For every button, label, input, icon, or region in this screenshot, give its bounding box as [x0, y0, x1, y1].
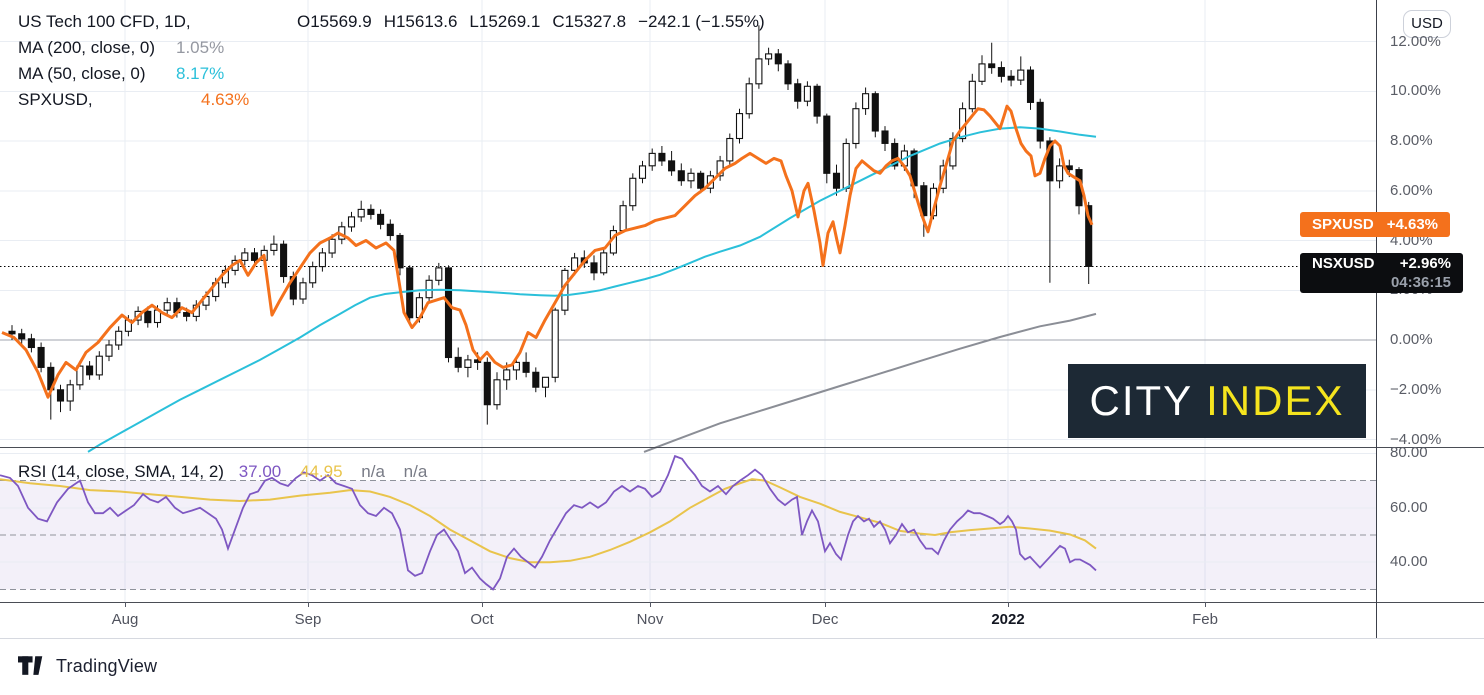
city-index-logo-city: CITY — [1089, 377, 1207, 424]
time-tick — [825, 602, 826, 607]
ma50-label: MA (50, close, 0) — [18, 64, 146, 83]
time-tick — [650, 602, 651, 607]
time-tick — [1205, 602, 1206, 607]
vertical-gridlines — [124, 0, 1206, 602]
price-tick-label: 6.00% — [1390, 181, 1433, 199]
rsi-ma-value: 44.95 — [299, 462, 343, 481]
legend-ma200[interactable]: MA (200, close, 0) — [18, 38, 155, 58]
pane-separator[interactable] — [0, 447, 1484, 448]
price-gridlines — [0, 41, 1376, 440]
rsi-tick-label: 80.00 — [1390, 444, 1428, 462]
ma200-label: MA (200, close, 0) — [18, 38, 156, 57]
spxusd-line — [1, 104, 1094, 399]
rsi-gridlines — [0, 452, 1376, 590]
time-label-sep: Sep — [294, 611, 322, 628]
time-tick — [482, 602, 483, 607]
time-label-2022: 2022 — [991, 611, 1025, 628]
rsi-legend[interactable]: RSI (14, close, SMA, 14, 2) 37.00 44.95 … — [18, 462, 427, 482]
price-tick-label: 8.00% — [1390, 132, 1433, 149]
price-axis-border — [1376, 0, 1377, 638]
spx-badge-value: +4.63% — [1386, 216, 1438, 234]
time-label-nov: Nov — [636, 611, 664, 628]
spxusd-price-badge[interactable]: SPXUSD +4.63% — [1300, 212, 1450, 238]
rsi-tick-label: 60.00 — [1390, 498, 1428, 516]
spxusd-value: 4.63% — [201, 90, 250, 109]
rsi-na2: n/a — [403, 462, 428, 481]
ma200-line — [643, 312, 1097, 453]
time-label-oct: Oct — [470, 611, 494, 628]
legend-ma50[interactable]: MA (50, close, 0) — [18, 64, 146, 84]
currency-toggle-button[interactable]: USD — [1403, 10, 1451, 38]
rsi-line — [0, 454, 1097, 591]
time-label-aug: Aug — [111, 611, 139, 628]
rsi-ma-line — [0, 478, 1097, 564]
tradingview-icon — [18, 656, 43, 675]
price-tick-label: 10.00% — [1390, 82, 1441, 100]
ohlc-high: H15613.6 — [383, 12, 458, 31]
ma200-value: 1.05% — [176, 38, 225, 57]
rsi-label: RSI (14, close, SMA, 14, 2) — [18, 462, 224, 481]
time-label-feb: Feb — [1192, 611, 1218, 628]
nsxusd-price-badge[interactable]: NSXUSD +2.96% 04:36:15 — [1300, 253, 1463, 294]
legend-spxusd[interactable]: SPXUSD, — [18, 90, 93, 110]
spxusd-label: SPXUSD, — [18, 90, 93, 109]
price-tick-label: −2.00% — [1390, 380, 1442, 398]
time-tick — [1008, 602, 1009, 607]
price-chart-canvas[interactable] — [0, 0, 1376, 602]
rsi-band — [0, 480, 1376, 590]
nsx-badge-value: +2.96% — [1399, 255, 1451, 273]
nsx-badge-symbol: NSXUSD — [1312, 255, 1375, 273]
time-tick — [308, 602, 309, 607]
rsi-na1: n/a — [361, 462, 385, 481]
ohlc-close: C15327.8 — [552, 12, 627, 31]
tradingview-attribution[interactable]: TradingView — [18, 654, 157, 678]
nsx-badge-countdown: 04:36:15 — [1390, 274, 1451, 292]
rsi-value: 37.00 — [238, 462, 282, 481]
time-label-dec: Dec — [811, 611, 839, 628]
price-tick-label: 12.00% — [1390, 32, 1441, 50]
symbol-title[interactable]: US Tech 100 CFD, 1D, — [18, 12, 191, 31]
price-tick-label: −4.00% — [1390, 430, 1442, 448]
chart-bottom-border — [0, 638, 1484, 639]
city-index-logo: CITY INDEX — [1068, 364, 1366, 438]
time-axis-separator — [0, 602, 1484, 603]
ma50-line — [87, 126, 1097, 453]
ma50-value: 8.17% — [176, 64, 225, 83]
city-index-logo-index: INDEX — [1206, 377, 1345, 424]
time-tick — [125, 602, 126, 607]
ohlc-open: O15569.9 — [297, 12, 372, 31]
ohlc-readout: O15569.9 H15613.6 L15269.1 C15327.8 −242.1 (… — [297, 12, 777, 32]
ohlc-change: −242.1 (−1.55%) — [638, 12, 765, 31]
price-tick-label: 0.00% — [1390, 331, 1433, 348]
spx-badge-symbol: SPXUSD — [1312, 216, 1374, 234]
rsi-tick-label: 40.00 — [1390, 553, 1428, 571]
ohlc-low: L15269.1 — [469, 12, 541, 31]
tradingview-brand-text: TradingView — [56, 655, 158, 676]
